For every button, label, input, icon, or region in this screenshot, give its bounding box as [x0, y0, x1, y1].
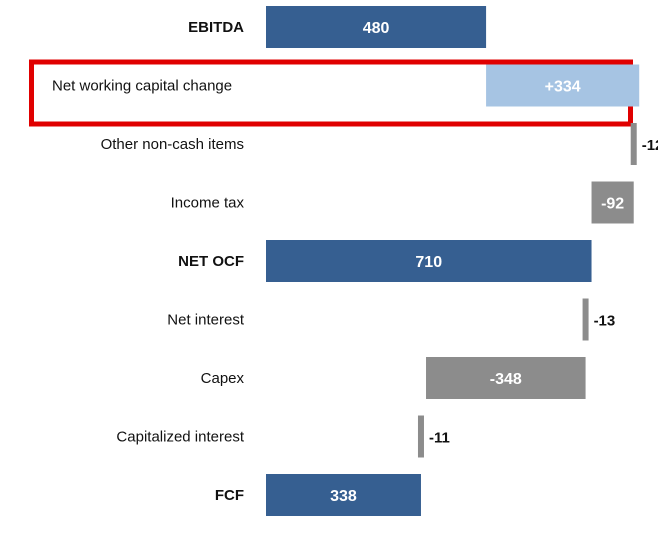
category-label-capitalized-interest: Capitalized interest [116, 429, 244, 446]
category-label-income-tax: Income tax [171, 195, 245, 212]
value-label-net-ocf: 710 [415, 254, 442, 271]
category-label-fcf: FCF [215, 487, 244, 504]
bar-capex [426, 357, 586, 399]
bar-fcf [266, 474, 421, 516]
category-label-net-ocf: NET OCF [178, 253, 244, 270]
category-label-net-interest: Net interest [167, 312, 245, 329]
category-label-other-non-cash-items: Other non-cash items [101, 136, 244, 153]
bar-net-ocf [266, 240, 592, 282]
value-label-other-non-cash-items: -12 [642, 137, 658, 154]
value-label-fcf: 338 [330, 488, 357, 505]
bar-ebitda [266, 6, 487, 48]
bar-net-interest [582, 298, 589, 341]
category-label-net-working-capital-change: Net working capital change [52, 78, 232, 95]
value-label-income-tax: -92 [601, 196, 624, 213]
category-label-capex: Capex [201, 370, 245, 387]
value-label-capex: -348 [490, 371, 522, 388]
value-label-net-interest: -13 [594, 313, 616, 330]
bar-capitalized-interest [417, 415, 424, 458]
bar-net-working-capital-change [486, 64, 640, 107]
bar-other-non-cash-items [630, 123, 637, 165]
value-label-ebitda: 480 [363, 20, 390, 37]
bar-income-tax [591, 181, 634, 224]
value-label-capitalized-interest: -11 [429, 430, 450, 447]
category-label-ebitda: EBITDA [188, 19, 244, 36]
value-label-net-working-capital-change: +334 [545, 79, 581, 96]
